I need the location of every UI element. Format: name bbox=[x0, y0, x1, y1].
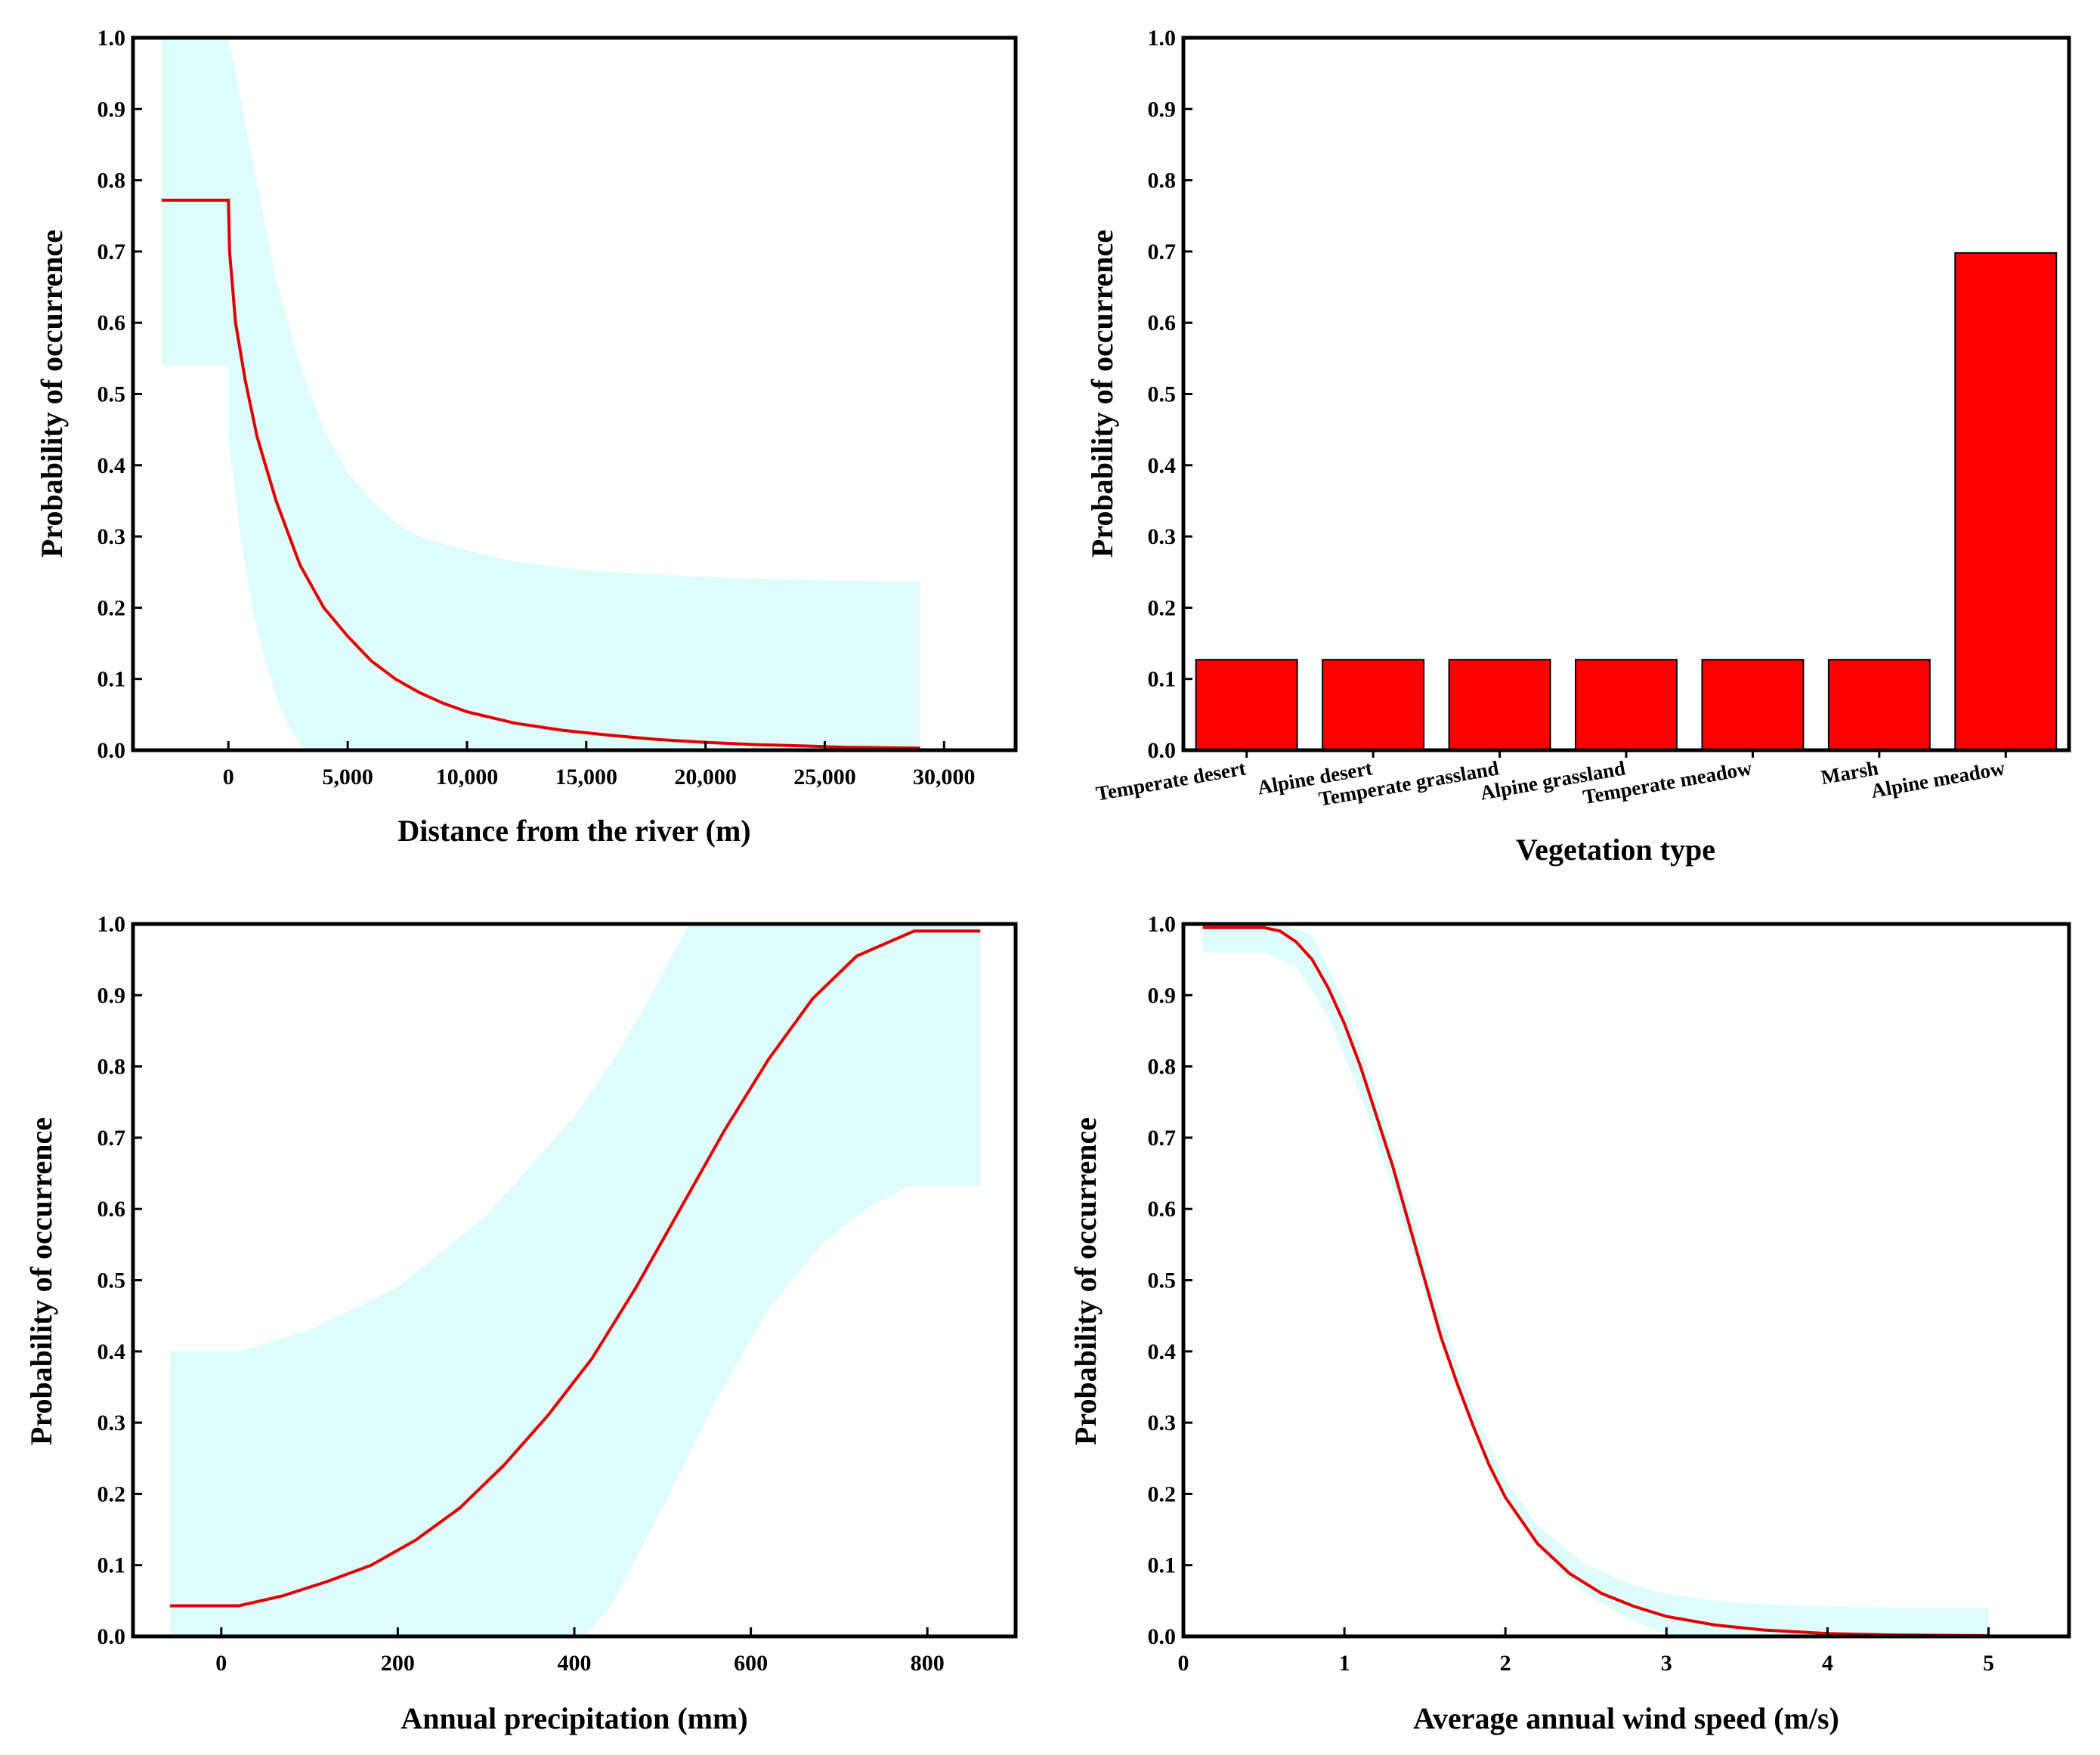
panel-b-x-axis-title: Vegetation type bbox=[1516, 833, 1715, 867]
y-tick-label: 0.0 bbox=[97, 738, 126, 763]
y-tick-label: 0.1 bbox=[1148, 667, 1177, 692]
bar bbox=[1575, 659, 1678, 752]
y-tick-label: 0.7 bbox=[97, 1126, 126, 1151]
panel-d-x-axis-title: Average annual wind speed (m/s) bbox=[1413, 1701, 1839, 1735]
x-tick-label: 600 bbox=[734, 1651, 768, 1676]
y-tick-label: 0.6 bbox=[1148, 311, 1177, 335]
panel-b-plot-area bbox=[1195, 252, 2058, 752]
y-tick-label: 0.2 bbox=[1148, 1482, 1177, 1506]
y-tick-label: 0.9 bbox=[97, 983, 126, 1008]
panel-c: 0 200 400 600 800 0.0 0.1 0.2 0.3 0.4 0.5 0.6 0.7 0.8… bbox=[24, 912, 1018, 1735]
y-tick-label: 0.9 bbox=[97, 97, 126, 122]
x-tick-label: 3 bbox=[1661, 1651, 1672, 1676]
panel-c-y-axis-title: Probability of occurrence bbox=[24, 1117, 58, 1445]
y-tick-label: 0.9 bbox=[1148, 97, 1177, 122]
x-tick-label: 200 bbox=[381, 1651, 415, 1676]
x-tick-label: 0 bbox=[1178, 1651, 1189, 1676]
y-tick-label: 0.8 bbox=[1148, 168, 1177, 193]
x-tick-label: 25,000 bbox=[793, 765, 856, 789]
y-tick-label: 0.8 bbox=[97, 1055, 126, 1080]
category-label: Alpine meadow bbox=[1870, 756, 2007, 802]
confidence-band bbox=[161, 38, 920, 750]
panel-d-plot-area bbox=[1202, 924, 1989, 1638]
y-tick-label: 0.7 bbox=[97, 239, 126, 264]
y-tick-label: 1.0 bbox=[1148, 912, 1177, 937]
x-tick-label: 30,000 bbox=[913, 765, 976, 789]
response-curve bbox=[170, 929, 981, 1608]
y-tick-label: 0.5 bbox=[1148, 1268, 1177, 1293]
y-tick-label: 0.3 bbox=[1148, 524, 1177, 549]
y-tick-label: 0.6 bbox=[97, 1197, 126, 1222]
bar bbox=[1701, 659, 1805, 752]
x-tick-label: 800 bbox=[911, 1651, 945, 1676]
panel-d-y-axis-title: Probability of occurrence bbox=[1069, 1117, 1103, 1445]
y-tick-label: 0.7 bbox=[1148, 239, 1177, 264]
confidence-band bbox=[170, 924, 981, 1636]
confidence-band bbox=[1202, 924, 1989, 1636]
y-tick-label: 0.3 bbox=[97, 524, 126, 549]
bar bbox=[1322, 659, 1425, 752]
x-tick-label: 400 bbox=[558, 1651, 592, 1676]
panel-a: 0 5,000 10,000 15,000 20,000 25,000 30,000 0.0 0… bbox=[35, 26, 1018, 848]
bar bbox=[1195, 659, 1298, 752]
panel-a-ticks: 0 5,000 10,000 15,000 20,000 25,000 30,000 0.0 0… bbox=[97, 26, 976, 789]
x-tick-label: 15,000 bbox=[555, 765, 618, 789]
panel-d-frame bbox=[1181, 922, 2071, 1639]
y-tick-label: 0.1 bbox=[97, 667, 126, 692]
x-tick-label: 1 bbox=[1339, 1651, 1350, 1676]
panel-c-ticks: 0 200 400 600 800 0.0 0.1 0.2 0.3 0.4 0.5 0.6 0.7 0.8… bbox=[97, 912, 945, 1676]
panel-a-plot-area bbox=[161, 38, 920, 750]
y-tick-label: 0.4 bbox=[1148, 453, 1177, 478]
x-tick-label: 4 bbox=[1822, 1651, 1833, 1676]
y-tick-label: 0.3 bbox=[97, 1410, 126, 1435]
panel-a-x-axis-title: Distance from the river (m) bbox=[397, 814, 750, 848]
bar bbox=[1954, 252, 2058, 751]
bar bbox=[1448, 659, 1551, 752]
panel-c-x-axis-title: Annual precipitation (mm) bbox=[401, 1701, 747, 1735]
x-tick-label: 0 bbox=[215, 1651, 227, 1676]
panel-d: 0 1 2 3 4 50.00.10.20.30.40.50.60.70.80.91.0 … bbox=[1069, 912, 2071, 1735]
bar bbox=[1827, 659, 1931, 752]
panel-b-frame bbox=[1181, 36, 2071, 752]
y-tick-label: 0.0 bbox=[1148, 738, 1177, 763]
y-tick-label: 0.5 bbox=[97, 382, 126, 407]
y-tick-label: 1.0 bbox=[97, 26, 126, 51]
y-tick-label: 0.4 bbox=[97, 453, 126, 478]
y-tick-label: 0.8 bbox=[97, 168, 126, 193]
x-tick-label: 10,000 bbox=[436, 765, 499, 789]
y-tick-label: 0.8 bbox=[1148, 1055, 1177, 1080]
y-tick-label: 0.4 bbox=[1148, 1339, 1177, 1364]
y-tick-label: 0.6 bbox=[1148, 1197, 1177, 1222]
y-tick-label: 0.0 bbox=[97, 1624, 126, 1649]
x-tick-label: 5,000 bbox=[322, 765, 373, 789]
y-tick-label: 1.0 bbox=[97, 912, 126, 937]
x-tick-label: 20,000 bbox=[674, 765, 737, 789]
response-curve bbox=[161, 199, 920, 750]
y-tick-label: 0.2 bbox=[1148, 595, 1177, 620]
panel-b-y-axis-title: Probability of occurrence bbox=[1085, 230, 1119, 558]
y-tick-label: 1.0 bbox=[1148, 26, 1177, 51]
y-tick-label: 0.0 bbox=[1148, 1624, 1177, 1649]
response-curve bbox=[1202, 925, 1989, 1638]
x-tick-label: 0 bbox=[223, 765, 234, 789]
y-tick-label: 0.1 bbox=[1148, 1553, 1177, 1578]
y-tick-label: 0.9 bbox=[1148, 983, 1177, 1008]
y-tick-label: 0.2 bbox=[97, 1482, 126, 1506]
x-tick-label: 5 bbox=[1983, 1651, 1994, 1676]
y-tick-label: 0.2 bbox=[97, 595, 126, 620]
y-tick-label: 0.6 bbox=[97, 311, 126, 335]
y-tick-label: 0.4 bbox=[97, 1339, 126, 1364]
panel-a-y-axis-title: Probability of occurrence bbox=[35, 230, 69, 558]
y-tick-label: 0.1 bbox=[97, 1553, 126, 1578]
category-label: Temperate desert bbox=[1094, 756, 1248, 805]
y-tick-label: 0.5 bbox=[1148, 382, 1177, 407]
panel-d-ticks: 0 1 2 3 4 5 0.0 0.1 0.2 0.3 0.4 0.5 0.6 0.7 0.8 0.9 1.0 bbox=[1148, 912, 1994, 1676]
y-tick-label: 0.5 bbox=[97, 1268, 126, 1293]
x-tick-label: 2 bbox=[1500, 1651, 1511, 1676]
panel-c-plot-area bbox=[170, 924, 981, 1636]
y-tick-label: 0.7 bbox=[1148, 1126, 1177, 1151]
y-tick-label: 0.3 bbox=[1148, 1410, 1177, 1435]
